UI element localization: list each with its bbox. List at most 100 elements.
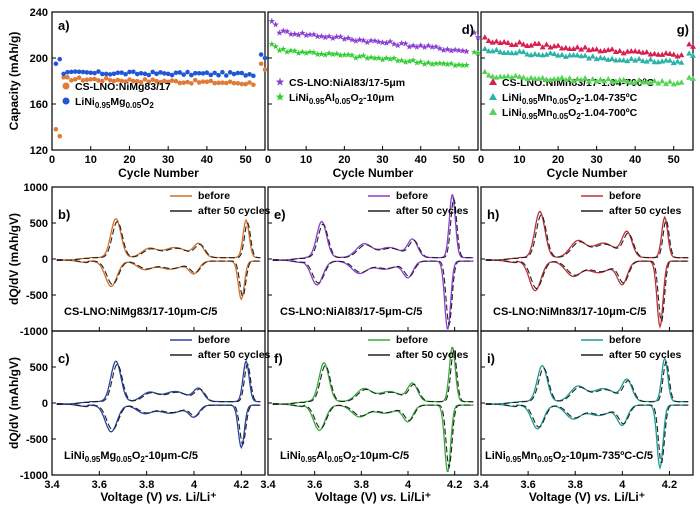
data-point (398, 57, 405, 64)
data-point (674, 58, 681, 64)
data-point (57, 56, 63, 62)
data-point (417, 42, 424, 49)
data-point (251, 73, 256, 79)
x-tick-label: 4 (191, 479, 198, 491)
data-point (204, 79, 210, 85)
data-point (543, 51, 550, 57)
data-point (481, 45, 488, 51)
data-point (386, 38, 394, 45)
data-point (440, 60, 447, 67)
data-point (65, 69, 70, 75)
after-charge-line (485, 214, 689, 261)
data-point (690, 43, 696, 49)
data-point (341, 35, 348, 42)
data-point (131, 69, 136, 75)
data-point (379, 56, 386, 63)
after-charge-line (56, 220, 261, 261)
x-tick-label: 3.8 (568, 479, 583, 491)
data-point (251, 82, 256, 88)
data-point (154, 71, 159, 77)
data-point (636, 55, 643, 62)
data-point (196, 70, 202, 76)
legend-label-after: after 50 cycles (609, 205, 682, 217)
y-tick-label: 500 (30, 218, 48, 230)
data-point (601, 78, 608, 84)
data-point (485, 37, 492, 43)
dqdv-panel-i: 3.4 3.6 3.8 4 4.2 before after 50 cycles i) LiNi… (473, 330, 694, 491)
x-tick-label: 30 (591, 154, 603, 166)
data-point (322, 34, 329, 41)
data-point (173, 78, 179, 84)
data-point (150, 69, 155, 75)
before-charge-line (272, 194, 474, 262)
data-point (53, 127, 59, 132)
y-tick-label: 0 (42, 254, 48, 266)
data-point (61, 75, 66, 80)
data-point (291, 30, 298, 37)
data-point (413, 59, 421, 66)
data-point (92, 76, 97, 82)
data-point (239, 81, 245, 87)
data-point (310, 31, 318, 38)
data-point (127, 77, 132, 82)
x-tick-label: 30 (376, 154, 388, 166)
series-0 (481, 34, 696, 59)
series-1 (268, 40, 482, 69)
data-point (566, 75, 573, 81)
data-point (647, 56, 654, 62)
y-tick-label: 500 (30, 362, 48, 374)
data-point (413, 43, 421, 50)
data-point (512, 50, 519, 56)
data-point (651, 59, 658, 65)
legend-label-after: after 50 cycles (396, 205, 469, 217)
x-tick-label: 3.8 (354, 479, 369, 491)
data-point (516, 48, 523, 54)
x-tick-label: 3.4 (44, 479, 60, 491)
data-point (612, 78, 619, 84)
data-point (589, 76, 596, 82)
data-point (481, 68, 488, 74)
data-point (474, 33, 482, 41)
panel-caption: CS-LNO:NiMg83/17-10μm-C/5 (64, 306, 217, 318)
data-point (348, 36, 356, 43)
panel-label: b) (58, 207, 70, 222)
data-point (643, 58, 650, 64)
data-point (131, 78, 136, 84)
legend-label: CS-LNO:NiMg83/17 (75, 81, 171, 93)
dqdv-panel-b: -1000 -500 0 500 1000 before after 50 cycles b)… (20, 182, 271, 338)
data-point (337, 51, 344, 58)
data-point (639, 57, 646, 64)
data-point (620, 76, 627, 82)
data-point (333, 50, 340, 57)
axes-frame (480, 11, 694, 151)
data-point (620, 57, 627, 63)
data-point (200, 79, 206, 84)
data-point (333, 33, 340, 40)
y-tick-label: -1000 (20, 470, 48, 482)
legend-label-after: after 50 cycles (198, 349, 271, 361)
data-point (247, 80, 252, 85)
data-point (663, 80, 670, 87)
data-point (208, 78, 214, 84)
data-point (306, 31, 314, 38)
data-point (283, 28, 291, 35)
data-point (425, 59, 432, 66)
data-point (497, 48, 504, 55)
x-tick-label: 4.2 (447, 479, 462, 491)
x-tick-label: 20 (123, 154, 135, 166)
x-tick-label: 4 (619, 479, 626, 491)
data-point (283, 48, 291, 55)
data-point (481, 34, 488, 40)
x-tick-label: 40 (629, 154, 641, 166)
legend-marker (489, 78, 497, 85)
data-point (632, 48, 639, 54)
data-point (394, 57, 402, 64)
data-point (643, 79, 650, 85)
legend-marker (275, 92, 285, 101)
data-point (107, 72, 113, 77)
panel-label: d) (462, 22, 474, 37)
before-charge-line (485, 356, 689, 406)
data-point (589, 46, 596, 52)
data-point (574, 75, 581, 82)
